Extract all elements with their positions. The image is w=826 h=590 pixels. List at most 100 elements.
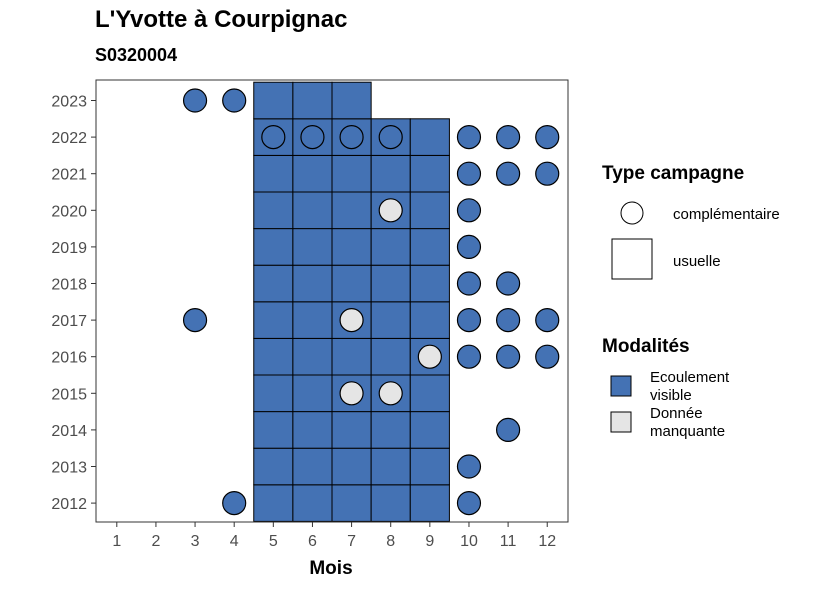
tile-2021-8 (370, 154, 411, 193)
tile-2019-9 (409, 228, 450, 266)
y-axis: 2012 2013 2014 2015 2016 2017 2018 2019 2020 2021… (51, 94, 96, 513)
tile-2013-6 (292, 447, 333, 486)
point-2022-10 (456, 125, 482, 150)
tile-2015-6 (292, 374, 333, 413)
tile-2021-5 (253, 154, 294, 193)
tile-2014-7 (331, 411, 372, 449)
tile-2016-8 (370, 337, 411, 376)
tile-2018-6 (292, 264, 333, 303)
point-2012-10 (456, 491, 482, 516)
legend-label-complementaire: complémentaire (673, 206, 780, 223)
point-2017-10 (456, 308, 482, 333)
y-tick-label: 2023 (51, 94, 87, 111)
tile-2016-5 (253, 337, 294, 376)
point-2014-11 (496, 417, 521, 442)
tile-2012-9 (409, 484, 450, 522)
y-tick-label: 2022 (51, 130, 87, 147)
point-2016-12 (535, 344, 560, 369)
tile-2013-8 (370, 447, 411, 486)
tile-2013-7 (331, 447, 372, 486)
tile-2017-5 (253, 301, 294, 339)
point-2023-3 (182, 88, 208, 113)
tile-2019-5 (253, 228, 294, 266)
legend-key-ecoulement (610, 375, 632, 397)
point-2020-8 (378, 198, 403, 223)
tile-2012-5 (253, 484, 294, 522)
point-2020-10 (456, 198, 482, 223)
tile-2019-8 (370, 228, 411, 266)
point-2018-11 (496, 271, 521, 296)
tile-2021-9 (409, 154, 450, 193)
legend-label-usuelle: usuelle (673, 253, 721, 270)
y-tick-label: 2019 (51, 240, 87, 257)
y-tick-label: 2016 (51, 350, 87, 367)
tile-2023-5 (253, 81, 294, 120)
point-2022-5 (261, 125, 286, 150)
chart-subtitle: S0320004 (95, 45, 178, 65)
tile-2016-7 (331, 337, 372, 376)
x-tick-label: 4 (230, 533, 239, 550)
tile-2019-7 (331, 228, 372, 266)
tile-2017-6 (292, 301, 333, 339)
legend-label-ecoulement-line1: Ecoulement (650, 369, 730, 386)
x-tick-label: 12 (538, 533, 556, 550)
point-2017-7 (339, 308, 364, 333)
tile-2020-6 (292, 191, 333, 230)
x-tick-label: 3 (191, 533, 200, 550)
legend-label-manquante: Donnée manquante (650, 405, 725, 440)
legend-key-complementaire (620, 201, 644, 225)
point-2015-7 (339, 381, 364, 406)
point-2016-9 (417, 344, 442, 369)
point-2019-10 (456, 234, 482, 259)
point-2022-8 (378, 125, 403, 150)
point-2022-11 (496, 125, 521, 150)
tile-2017-9 (409, 301, 450, 339)
y-tick-label: 2017 (51, 313, 87, 330)
tile-2012-7 (331, 484, 372, 522)
tile-2018-7 (331, 264, 372, 303)
point-2017-3 (182, 308, 208, 333)
point-2022-7 (339, 125, 364, 150)
tile-2018-9 (409, 264, 450, 303)
tile-2014-5 (253, 411, 294, 449)
tile-2020-7 (331, 191, 372, 230)
tile-2012-6 (292, 484, 333, 522)
y-tick-label: 2012 (51, 496, 87, 513)
legend-label-ecoulement-line2: visible (650, 387, 692, 404)
point-2015-8 (378, 381, 403, 406)
point-2021-12 (535, 161, 560, 186)
y-tick-label: 2021 (51, 167, 87, 184)
point-2022-6 (300, 125, 325, 150)
point-2021-10 (456, 161, 482, 186)
legend-title-modalites: Modalités (602, 336, 690, 357)
tile-2020-9 (409, 191, 450, 230)
point-2013-10 (456, 454, 482, 479)
y-tick-label: 2015 (51, 386, 87, 403)
tile-2014-8 (370, 411, 411, 449)
tile-2018-5 (253, 264, 294, 303)
tile-2013-9 (409, 447, 450, 486)
tile-2017-8 (370, 301, 411, 339)
tile-2021-7 (331, 154, 372, 193)
point-2016-11 (496, 344, 521, 369)
tile-2023-6 (292, 81, 333, 120)
point-2017-11 (496, 308, 521, 333)
panel-border (95, 79, 569, 523)
legend-key-usuelle (611, 238, 653, 280)
x-axis: 1 2 3 4 5 6 7 8 9 10 11 12 (112, 522, 556, 550)
tile-2015-5 (253, 374, 294, 413)
x-axis-title: Mois (309, 558, 352, 579)
x-tick-label: 2 (151, 533, 160, 550)
point-2018-10 (456, 271, 482, 296)
tile-2021-6 (292, 154, 333, 193)
legend-label-ecoulement: Ecoulement visible (650, 369, 733, 404)
point-2012-4 (222, 491, 247, 516)
tile-2016-6 (292, 337, 333, 376)
tile-2014-9 (409, 411, 450, 449)
tile-2023-7 (331, 81, 372, 120)
point-2016-10 (456, 344, 482, 369)
tile-2018-8 (370, 264, 411, 303)
tile-2014-6 (292, 411, 333, 449)
point-2017-12 (535, 308, 560, 333)
